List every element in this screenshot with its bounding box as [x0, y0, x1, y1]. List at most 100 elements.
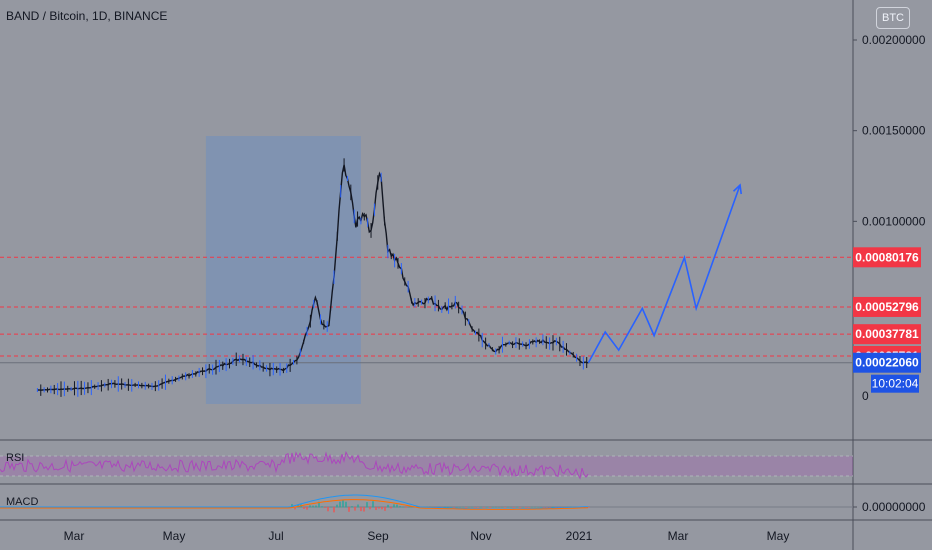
macd-bar [363, 507, 365, 512]
macd-bar [312, 505, 314, 508]
macd-bar [501, 506, 503, 508]
macd-bar [528, 507, 530, 508]
level-price-label [853, 324, 921, 345]
macd-bar [405, 507, 407, 508]
last-price-label [853, 352, 921, 373]
macd-bar [525, 507, 527, 508]
projection-arrowhead [732, 183, 743, 195]
rsi-line [0, 450, 589, 480]
macd-panel [0, 494, 853, 513]
macd-bar [456, 506, 458, 508]
rsi-label: RSI [6, 452, 25, 464]
macd-bar [345, 501, 347, 508]
level-price-label [853, 296, 921, 317]
macd-bar [516, 506, 518, 508]
macd-bar [462, 506, 464, 508]
y-tick-label: 0.00150000 [862, 124, 926, 138]
macd-bar [507, 506, 509, 508]
macd-bar [381, 507, 383, 510]
macd-bar [327, 507, 329, 512]
macd-bar [372, 501, 374, 508]
macd-bar [477, 507, 479, 508]
macd-bar [384, 507, 386, 511]
macd-bar [321, 506, 323, 508]
macd-bar [504, 507, 506, 508]
x-tick-label: Sep [367, 529, 389, 543]
last-price-text: 0.00022060 [855, 356, 919, 370]
macd-bar [378, 507, 380, 509]
projection-line [587, 184, 741, 364]
macd-bar [291, 504, 293, 508]
chart-title: BAND / Bitcoin, 1D, BINANCE [6, 9, 168, 23]
macd-bar [552, 506, 554, 508]
price-series [36, 158, 589, 397]
macd-bar [513, 507, 515, 508]
macd-axis-value: 0.00000000 [862, 500, 926, 514]
macd-bar [339, 501, 341, 508]
macd-bar [549, 507, 551, 508]
macd-bar [453, 507, 455, 508]
macd-bar [519, 507, 521, 508]
macd-bar [306, 507, 308, 510]
x-tick-label: May [767, 529, 790, 543]
macd-bar [447, 506, 449, 508]
x-tick-label: Mar [668, 529, 689, 543]
macd-bar [510, 506, 512, 508]
macd-bar [474, 507, 476, 508]
macd-label: MACD [6, 496, 39, 508]
macd-bar [555, 507, 557, 508]
macd-bar [360, 507, 362, 512]
currency-button[interactable]: BTC [876, 7, 910, 29]
macd-bar [534, 506, 536, 508]
macd-bar [354, 507, 356, 511]
projection-path [587, 183, 743, 364]
macd-bar [408, 506, 410, 508]
macd-bar [471, 506, 473, 508]
macd-bar [324, 507, 326, 508]
macd-bar [336, 504, 338, 508]
macd-bar [399, 506, 401, 508]
macd-bar [486, 506, 488, 508]
x-tick-label: 2021 [566, 529, 593, 543]
macd-bar [396, 504, 398, 508]
macd-bar [303, 507, 305, 509]
macd-bar [318, 501, 320, 508]
macd-bar [444, 506, 446, 508]
macd-bar [348, 507, 350, 512]
macd-bar [459, 506, 461, 508]
rsi-panel [0, 450, 853, 480]
countdown-label [871, 374, 919, 393]
level-price-text: 0.00052796 [855, 300, 919, 314]
macd-bar [330, 506, 332, 508]
macd-bar [441, 507, 443, 508]
x-tick-label: Mar [64, 529, 85, 543]
macd-bar [483, 507, 485, 508]
x-tick-label: Jul [268, 529, 283, 543]
macd-bar [450, 506, 452, 508]
macd-bar [522, 506, 524, 508]
macd-bar [333, 507, 335, 513]
macd-bar [294, 507, 296, 510]
level-price-text: 0.00037781 [855, 327, 919, 341]
y-tick-label: 0.00200000 [862, 33, 926, 47]
level-price-label [853, 247, 921, 268]
macd-bar [342, 500, 344, 508]
price-levels [0, 256, 853, 364]
macd-bar [546, 507, 548, 508]
macd-bar [369, 507, 371, 510]
macd-bar [366, 502, 368, 508]
macd-bar [375, 507, 377, 511]
macd-bar [588, 507, 590, 508]
macd-bar [540, 506, 542, 508]
y-axis: 0.00200000 0.00150000 0.00100000 0 0.0008017… [853, 33, 926, 514]
macd-bar [543, 507, 545, 508]
macd-bar [390, 507, 392, 509]
macd-bar [411, 506, 413, 508]
macd-bar [531, 506, 533, 508]
macd-bar [480, 506, 482, 508]
macd-bar [351, 506, 353, 508]
rsi-band [0, 456, 853, 476]
macd-bar [315, 505, 317, 508]
